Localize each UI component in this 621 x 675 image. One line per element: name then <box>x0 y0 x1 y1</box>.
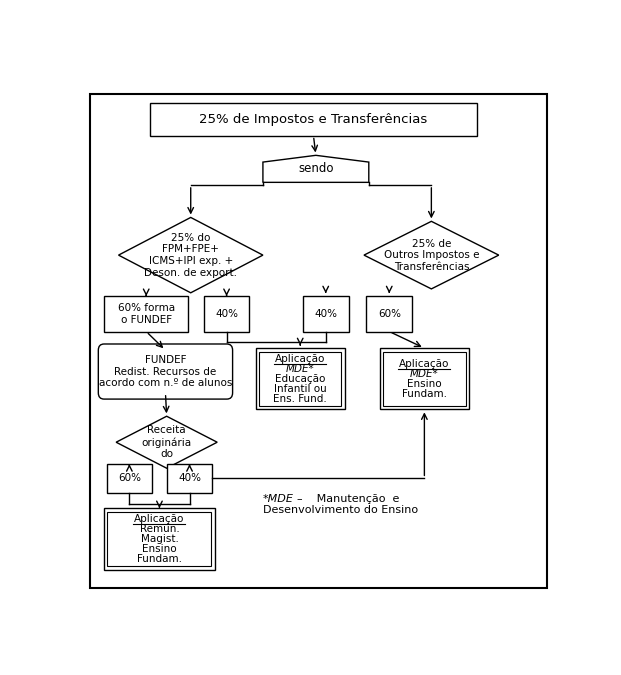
Text: 25% de
Outros Impostos e
Transferências: 25% de Outros Impostos e Transferências <box>384 238 479 272</box>
Text: 60%: 60% <box>118 473 141 483</box>
Text: –    Manutenção  e: – Manutenção e <box>297 494 399 504</box>
Polygon shape <box>119 217 263 293</box>
FancyBboxPatch shape <box>256 348 345 410</box>
Text: Fundam.: Fundam. <box>137 554 182 564</box>
Polygon shape <box>364 221 499 289</box>
Text: 60%: 60% <box>378 309 401 319</box>
Text: Ensino: Ensino <box>142 544 177 554</box>
Text: Fundam.: Fundam. <box>402 389 447 399</box>
FancyBboxPatch shape <box>204 296 250 331</box>
Text: 40%: 40% <box>314 309 337 319</box>
FancyBboxPatch shape <box>104 508 215 570</box>
Text: Aplicação: Aplicação <box>275 354 325 364</box>
FancyBboxPatch shape <box>380 348 469 410</box>
Text: 25% do
FPM+FPE+
ICMS+IPI exp. +
Deson. de export.: 25% do FPM+FPE+ ICMS+IPI exp. + Deson. d… <box>144 233 237 277</box>
Text: Ens. Fund.: Ens. Fund. <box>273 394 327 404</box>
FancyBboxPatch shape <box>104 296 188 331</box>
FancyBboxPatch shape <box>259 352 342 406</box>
Text: MDE*: MDE* <box>286 364 315 374</box>
FancyBboxPatch shape <box>383 352 466 406</box>
Text: Aplicação: Aplicação <box>134 514 184 524</box>
FancyBboxPatch shape <box>98 344 233 399</box>
Text: Magist.: Magist. <box>140 534 178 544</box>
Text: 25% de Impostos e Transferências: 25% de Impostos e Transferências <box>199 113 428 126</box>
Polygon shape <box>116 416 217 468</box>
Text: *MDE: *MDE <box>263 494 294 504</box>
FancyBboxPatch shape <box>107 512 211 566</box>
FancyBboxPatch shape <box>107 464 152 493</box>
Text: Remun.: Remun. <box>140 524 179 534</box>
Text: Desenvolvimento do Ensino: Desenvolvimento do Ensino <box>263 505 418 515</box>
Polygon shape <box>263 155 369 182</box>
Text: Educação: Educação <box>275 374 325 384</box>
FancyBboxPatch shape <box>366 296 412 331</box>
Text: Infantil ou: Infantil ou <box>274 383 327 394</box>
Text: 60% forma
o FUNDEF: 60% forma o FUNDEF <box>117 303 175 325</box>
FancyBboxPatch shape <box>303 296 348 331</box>
Text: sendo: sendo <box>298 163 333 176</box>
Text: Aplicação: Aplicação <box>399 359 450 369</box>
Text: FUNDEF
Redist. Recursos de
acordo com n.º de alunos: FUNDEF Redist. Recursos de acordo com n.… <box>99 355 232 388</box>
Text: Ensino: Ensino <box>407 379 442 389</box>
Text: Receita
originária
do: Receita originária do <box>142 425 192 459</box>
Text: 40%: 40% <box>178 473 201 483</box>
FancyBboxPatch shape <box>150 103 477 136</box>
Text: 40%: 40% <box>215 309 238 319</box>
FancyBboxPatch shape <box>89 94 547 588</box>
FancyBboxPatch shape <box>166 464 212 493</box>
Text: MDE*: MDE* <box>410 369 439 379</box>
